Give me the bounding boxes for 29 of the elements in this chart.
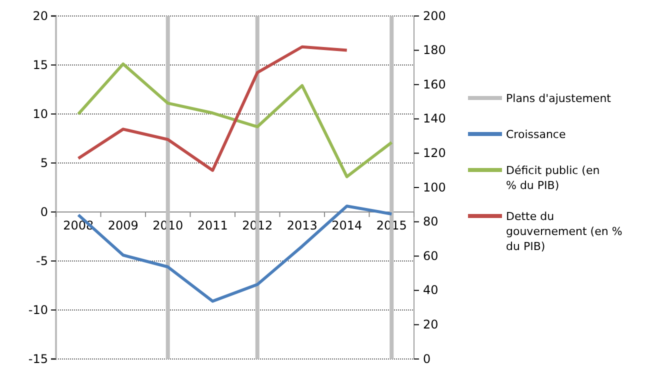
y2-tick-label: 180	[423, 43, 446, 58]
y2-tick-label: 200	[423, 8, 446, 23]
legend-label: Déficit public (en % du PIB)	[506, 164, 600, 192]
y2-tick-label: 20	[423, 318, 438, 332]
y2-tick-label: 120	[423, 146, 446, 160]
y-tick-label: -15	[28, 352, 48, 366]
legend-label: Dette du gouvernement (en % du PIB)	[506, 210, 622, 253]
y2-tick-label: 80	[423, 214, 438, 229]
y-tick-label: 10	[32, 106, 48, 121]
y2-tick-label: 0	[423, 352, 431, 366]
y-tick-label: -5	[36, 254, 48, 268]
y-tick-label: 0	[40, 204, 48, 219]
y2-tick-label: 100	[423, 180, 446, 194]
y-tick-label: 15	[32, 58, 48, 72]
y-tick-label: 5	[40, 156, 48, 170]
line-series	[76, 45, 348, 172]
x-tick-label: 2013	[286, 218, 318, 232]
y-tick-label: 20	[32, 8, 48, 23]
y2-tick-label: 60	[423, 248, 438, 263]
legend-label: Croissance	[506, 128, 566, 141]
y2-tick-label: 40	[423, 283, 438, 298]
y2-tick-label: 140	[423, 112, 446, 126]
y2-tick-label: 160	[423, 77, 446, 92]
x-tick-label: 2011	[197, 218, 228, 232]
legend-label: Plans d'ajustement	[506, 92, 612, 105]
x-tick-label: 2014	[332, 218, 362, 232]
line-series	[76, 62, 394, 178]
y-tick-label: -10	[28, 302, 48, 317]
x-tick-label: 2009	[108, 218, 138, 232]
